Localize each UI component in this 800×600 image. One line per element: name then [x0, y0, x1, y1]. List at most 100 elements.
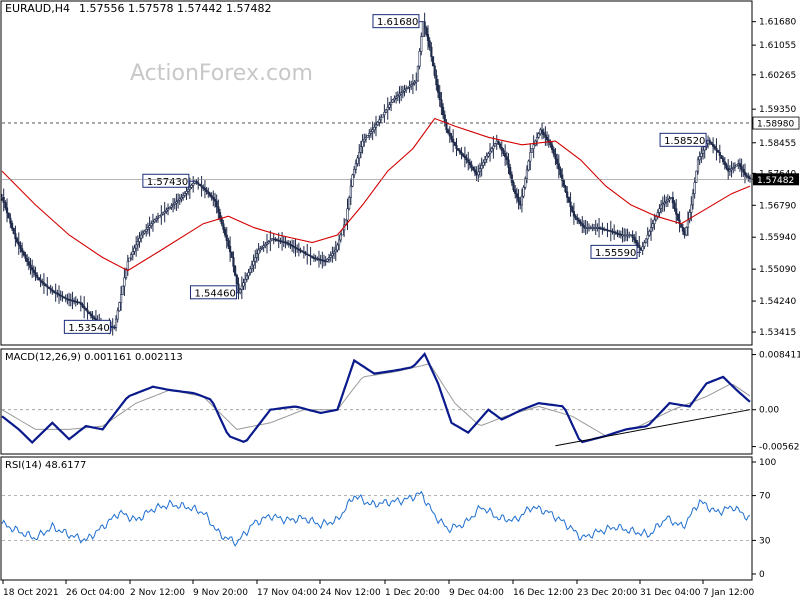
- candle-body: [155, 219, 157, 220]
- candle-body: [202, 187, 204, 188]
- candle-body: [172, 204, 174, 205]
- candle-body: [374, 127, 376, 130]
- candle-body: [187, 189, 189, 191]
- candle-body: [436, 75, 438, 84]
- candle-body: [8, 213, 10, 218]
- candle-body: [224, 229, 226, 235]
- candle-body: [704, 147, 706, 150]
- x-tick-label: 23 Dec 20:00: [577, 588, 638, 598]
- candle-body: [617, 233, 619, 234]
- candle-body: [476, 172, 478, 175]
- candle-body: [598, 227, 600, 228]
- candle-body: [571, 207, 573, 212]
- candle-body: [484, 159, 486, 162]
- price-annotation-label: 1.58520: [664, 136, 705, 147]
- candle-body: [645, 239, 647, 243]
- candle-body: [573, 211, 575, 216]
- candle-body: [442, 107, 444, 115]
- candle-body: [90, 314, 92, 316]
- candle-body: [642, 247, 644, 251]
- candle-body: [174, 203, 176, 204]
- candle-body: [526, 170, 528, 179]
- candle-body: [615, 232, 617, 233]
- candle-body: [18, 242, 20, 245]
- candle-body: [251, 265, 253, 269]
- candle-body: [211, 196, 213, 198]
- candle-body: [206, 190, 208, 192]
- candle-body: [414, 82, 416, 83]
- candle-body: [15, 234, 17, 239]
- candle-body: [315, 258, 317, 259]
- candle-body: [249, 269, 251, 273]
- candle-body: [630, 235, 632, 236]
- candle-body: [261, 247, 263, 248]
- candle-body: [228, 241, 230, 247]
- candle-body: [687, 220, 689, 228]
- candle-body: [702, 150, 704, 153]
- candle-body: [328, 258, 330, 260]
- candle-body: [182, 195, 184, 197]
- price-annotation-label: 1.53540: [68, 323, 109, 334]
- candle-body: [372, 130, 374, 132]
- candle-body: [93, 318, 95, 319]
- candle-body: [171, 206, 173, 207]
- price-annotation-label: 1.61680: [377, 17, 418, 28]
- symbol-label: EURAUD,H4: [5, 2, 70, 15]
- candle-body: [253, 261, 255, 265]
- candle-body: [385, 110, 387, 113]
- candle-body: [303, 252, 305, 253]
- candle-body: [337, 245, 339, 250]
- candle-body: [670, 197, 672, 198]
- candle-body: [159, 216, 161, 217]
- candle-body: [82, 304, 84, 306]
- candle-body: [60, 295, 62, 296]
- candle-body: [737, 164, 739, 165]
- candle-body: [513, 182, 515, 190]
- x-tick-label: 26 Oct 04:00: [66, 588, 125, 598]
- candle-body: [322, 260, 324, 261]
- candle-body: [560, 169, 562, 175]
- candle-body: [746, 175, 748, 177]
- candle-body: [637, 243, 639, 246]
- candle-body: [333, 252, 335, 254]
- x-tick-label: 7 Jan 12:00: [703, 588, 755, 598]
- macd-pane-frame: [1, 349, 752, 454]
- price-pane-frame: [1, 1, 752, 345]
- candle-body: [727, 168, 729, 171]
- candle-body: [75, 301, 77, 302]
- candle-body: [420, 36, 422, 51]
- candle-body: [147, 227, 149, 229]
- candle-body: [57, 293, 59, 294]
- candle-body: [161, 214, 163, 215]
- candle-body: [514, 190, 516, 194]
- candle-body: [35, 273, 37, 276]
- candle-body: [570, 202, 572, 207]
- candle-body: [363, 139, 365, 141]
- candle-body: [478, 172, 480, 175]
- candle-body: [268, 242, 270, 243]
- candle-body: [625, 235, 627, 236]
- x-tick-label: 2 Nov 12:00: [130, 588, 185, 598]
- candle-body: [496, 141, 498, 144]
- candle-body: [657, 212, 659, 216]
- candle-body: [347, 209, 349, 220]
- candle-body: [332, 254, 334, 256]
- candle-body: [157, 217, 159, 218]
- candle-body: [248, 273, 250, 276]
- candle-body: [223, 224, 225, 230]
- watermark: ActionForex.com: [130, 61, 313, 86]
- candle-body: [280, 241, 282, 242]
- candle-body: [400, 93, 402, 94]
- candle-body: [649, 231, 651, 235]
- candle-body: [52, 290, 54, 291]
- candle-body: [365, 137, 367, 139]
- candle-body: [192, 183, 194, 185]
- candle-body: [724, 162, 726, 165]
- candle-body: [142, 233, 144, 235]
- candle-body: [46, 286, 48, 287]
- candle-body: [506, 157, 508, 160]
- price-tick-label: 1.61055: [759, 41, 796, 51]
- candle-body: [427, 34, 429, 40]
- candle-body: [558, 164, 560, 170]
- price-tick-label: 1.61680: [759, 18, 796, 28]
